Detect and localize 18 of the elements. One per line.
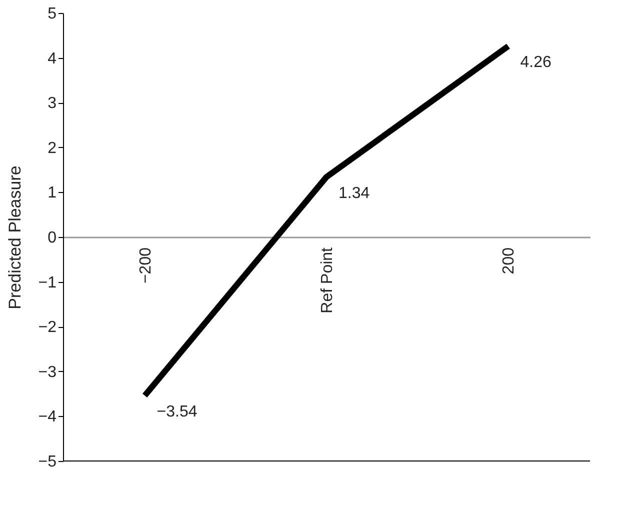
y-tick-label: −2 — [38, 319, 57, 336]
y-tick-label: −5 — [38, 454, 57, 470]
y-tick-label: 4 — [48, 50, 57, 68]
y-tick-label: 5 — [48, 6, 57, 22]
y-tick-label: 1 — [48, 184, 57, 202]
x-tick-label: 200 — [500, 247, 518, 274]
data-label: −3.54 — [156, 404, 198, 421]
y-tick-label: −4 — [38, 408, 57, 426]
x-tick-label: Ref Point — [319, 246, 336, 314]
y-tick-label: 3 — [48, 95, 57, 112]
y-axis-title: Predicted Pleasure — [5, 166, 24, 310]
y-tick-label: 2 — [48, 140, 57, 157]
y-tick-label: −3 — [38, 364, 57, 381]
y-tick-label: −1 — [38, 274, 57, 292]
y-tick-label: 0 — [48, 230, 57, 246]
data-label: 4.26 — [520, 54, 552, 72]
data-label: 1.34 — [338, 184, 370, 202]
x-tick-label: −200 — [137, 247, 154, 284]
